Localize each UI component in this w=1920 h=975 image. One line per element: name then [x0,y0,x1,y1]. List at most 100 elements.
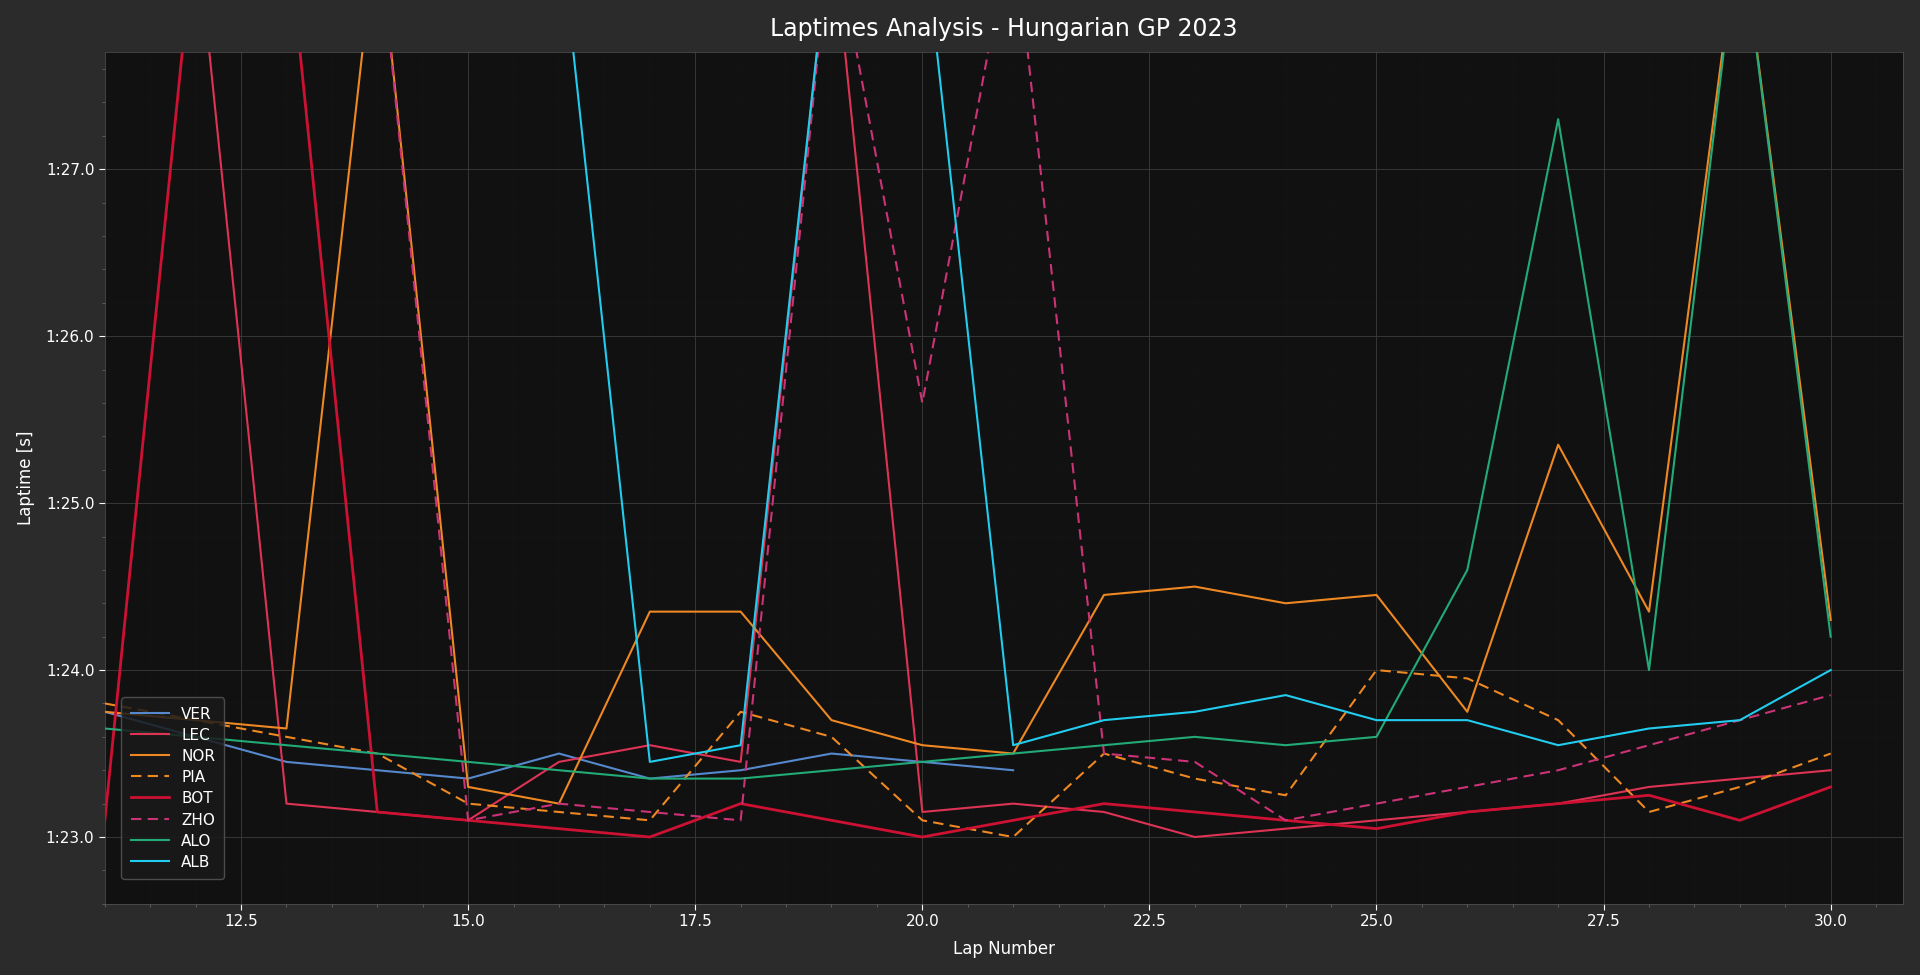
PIA [1365,664,1388,676]
ALO [910,756,933,767]
ALB [637,756,660,767]
VER [910,756,933,767]
VER [1002,764,1025,776]
ZHO [1275,814,1298,826]
NOR [637,605,660,617]
ALO [637,773,660,785]
ZHO [1638,739,1661,751]
VER [457,773,480,785]
LEC [1183,831,1206,842]
LEC [1455,806,1478,818]
PIA [94,697,117,709]
LEC [457,814,480,826]
BOT [1002,814,1025,826]
NOR [1638,605,1661,617]
NOR [1548,439,1571,450]
ALO [275,739,298,751]
ALO [367,748,390,760]
VER [275,756,298,767]
ALO [1818,631,1841,643]
BOT [94,814,117,826]
Line: BOT: BOT [106,0,1830,837]
ALO [547,764,570,776]
ZHO [1092,748,1116,760]
NOR [457,781,480,793]
LEC [1818,764,1841,776]
ALB [1092,715,1116,726]
NOR [1002,748,1025,760]
BOT [910,831,933,842]
PIA [637,814,660,826]
VER [547,748,570,760]
PIA [1638,806,1661,818]
LEC [367,806,390,818]
NOR [184,715,207,726]
NOR [910,739,933,751]
ZHO [1455,781,1478,793]
ZHO [1365,798,1388,809]
LEC [1548,798,1571,809]
ZHO [457,814,480,826]
NOR [730,605,753,617]
Line: ALO: ALO [106,0,1830,779]
PIA [1275,790,1298,801]
BOT [820,814,843,826]
ALO [1183,731,1206,743]
BOT [457,814,480,826]
PIA [275,731,298,743]
NOR [94,706,117,718]
BOT [1638,790,1661,801]
LEC [1002,798,1025,809]
Y-axis label: Laptime [s]: Laptime [s] [17,431,35,526]
PIA [820,731,843,743]
ALO [1002,748,1025,760]
NOR [1092,589,1116,601]
LEC [1275,823,1298,835]
BOT [730,798,753,809]
ALB [1365,715,1388,726]
BOT [367,806,390,818]
LEC [1092,806,1116,818]
BOT [547,823,570,835]
ALO [1365,731,1388,743]
LEC [275,798,298,809]
ZHO [910,397,933,409]
PIA [1092,748,1116,760]
LEC [637,739,660,751]
ALB [1275,689,1298,701]
BOT [1183,806,1206,818]
ALO [1092,739,1116,751]
ALO [730,773,753,785]
VER [184,731,207,743]
LEC [730,756,753,767]
PIA [547,806,570,818]
NOR [1818,614,1841,626]
NOR [275,722,298,734]
Line: ALB: ALB [106,0,1830,761]
BOT [1548,798,1571,809]
BOT [1275,814,1298,826]
ZHO [637,806,660,818]
PIA [184,715,207,726]
PIA [910,814,933,826]
PIA [1548,715,1571,726]
ALB [1638,722,1661,734]
VER [637,773,660,785]
BOT [1092,798,1116,809]
PIA [730,706,753,718]
ALO [184,731,207,743]
LEC [1365,814,1388,826]
NOR [1455,706,1478,718]
Line: LEC: LEC [106,0,1830,837]
ALO [457,756,480,767]
Line: NOR: NOR [106,0,1830,803]
Line: PIA: PIA [106,670,1830,837]
Line: VER: VER [106,712,1014,779]
VER [94,706,117,718]
ALB [1183,706,1206,718]
ALB [1548,739,1571,751]
ALB [1728,715,1751,726]
ALB [1455,715,1478,726]
VER [730,764,753,776]
ZHO [1183,756,1206,767]
